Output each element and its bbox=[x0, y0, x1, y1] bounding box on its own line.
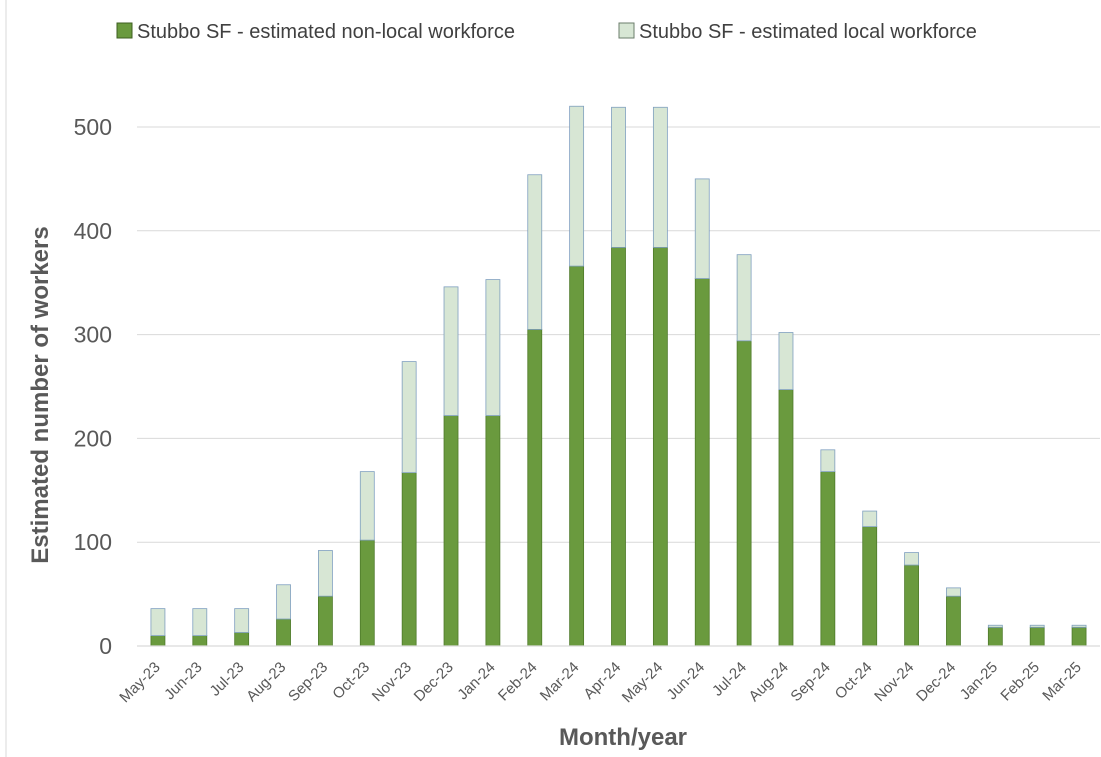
bar-local bbox=[443, 286, 459, 416]
bars bbox=[137, 105, 1100, 647]
legend-label-local: Stubbo SF - estimated local workforce bbox=[639, 21, 977, 43]
y-tick-label: 500 bbox=[74, 114, 112, 140]
bar-non-local bbox=[276, 618, 291, 647]
bar-local bbox=[485, 279, 501, 416]
bar-non-local bbox=[611, 247, 626, 647]
bar-local bbox=[1071, 624, 1087, 628]
bar-local bbox=[1029, 624, 1045, 628]
bar-non-local bbox=[234, 632, 250, 647]
legend-label-non-local: Stubbo SF - estimated non-local workforc… bbox=[137, 21, 515, 43]
bar-local bbox=[569, 105, 585, 267]
bar-local bbox=[318, 550, 333, 597]
bar-non-local bbox=[401, 472, 417, 647]
bar-non-local bbox=[150, 635, 166, 647]
bar-non-local bbox=[736, 340, 752, 647]
bar-non-local bbox=[652, 247, 668, 647]
legend: Stubbo SF - estimated non-local workforc… bbox=[116, 21, 977, 43]
bar-local bbox=[736, 254, 752, 342]
legend-swatch-non-local bbox=[116, 22, 133, 39]
bar-local bbox=[946, 587, 961, 597]
bar-local bbox=[359, 471, 375, 541]
y-tick-label: 100 bbox=[74, 529, 112, 555]
bar-non-local bbox=[820, 471, 836, 647]
y-axis-tick-labels: 0 100 200 300 400 500 bbox=[74, 114, 112, 659]
bar-non-local bbox=[443, 415, 459, 647]
bar-non-local bbox=[527, 329, 543, 647]
bar-local bbox=[987, 624, 1003, 628]
bar-local bbox=[276, 584, 291, 620]
bar-local bbox=[778, 332, 794, 391]
bar-non-local bbox=[946, 595, 961, 647]
bar-local bbox=[904, 552, 919, 566]
bar-non-local bbox=[778, 389, 794, 647]
bar-non-local bbox=[1071, 626, 1087, 647]
y-tick-label: 0 bbox=[99, 633, 112, 659]
y-tick-label: 200 bbox=[74, 425, 112, 451]
bar-non-local bbox=[318, 595, 333, 647]
bar-local bbox=[862, 510, 878, 528]
legend-swatch-local bbox=[618, 22, 635, 39]
bar-non-local bbox=[1029, 626, 1045, 647]
bar-non-local bbox=[192, 635, 208, 647]
bar-local bbox=[192, 608, 208, 637]
bar-non-local bbox=[569, 265, 585, 647]
bar-local bbox=[401, 361, 417, 474]
bar-non-local bbox=[862, 526, 878, 647]
y-tick-label: 300 bbox=[74, 322, 112, 348]
bar-local bbox=[611, 106, 626, 248]
bar-non-local bbox=[694, 278, 710, 647]
bar-non-local bbox=[904, 564, 919, 647]
bar-non-local bbox=[485, 415, 501, 647]
bar-local bbox=[820, 449, 836, 473]
y-axis-title: Estimated number of workers bbox=[27, 226, 54, 563]
bar-local bbox=[150, 608, 166, 637]
x-axis-title: Month/year bbox=[559, 724, 687, 751]
bar-non-local bbox=[359, 539, 375, 647]
bar-local bbox=[694, 178, 710, 279]
bar-local bbox=[652, 106, 668, 248]
bar-non-local bbox=[987, 626, 1003, 647]
bar-local bbox=[234, 608, 250, 633]
y-tick-label: 400 bbox=[74, 218, 112, 244]
bar-local bbox=[527, 174, 543, 330]
